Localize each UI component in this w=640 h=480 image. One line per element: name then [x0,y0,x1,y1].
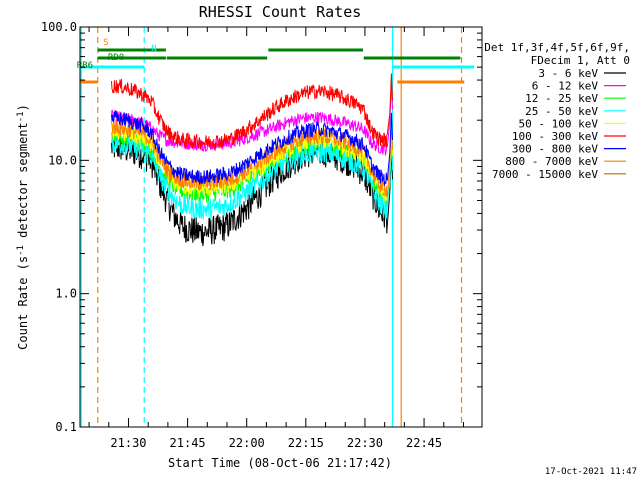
y-tick-label: 1.0 [55,287,77,301]
y-axis-label-main: Count Rate (s [16,256,30,350]
legend-entry-label: 7000 - 15000 keV [492,168,598,181]
x-axis: 21:30 21:45 22:00 22:15 22:30 22:45 [88,27,464,450]
legend-entry-label: 6 - 12 keV [532,80,599,93]
x-tick-label: 22:30 [347,436,383,450]
legend-entry-label: 3 - 6 keV [538,67,598,80]
legend-entry-label: 25 - 50 keV [525,105,598,118]
y-tick-label: 100.0 [41,20,77,34]
x-axis-label: Start Time (08-Oct-06 21:17:42) [168,456,392,470]
legend-header-line-1: Det 1f,3f,4f,5f,6f,9f, [484,41,630,54]
series-layer [111,73,393,247]
series-line [111,73,393,151]
series-line [111,135,393,220]
x-tick-label: 22:15 [288,436,324,450]
y-tick-label: 0.1 [55,420,77,434]
timestamp: 17-Oct-2021 11:47 [545,467,637,477]
y-axis: 0.1 1.0 10.0 100.0 [41,20,482,434]
annotation-label: S [103,38,108,48]
x-tick-label: 21:45 [170,436,206,450]
annotation-label: N [151,44,156,54]
x-tick-label: 22:00 [229,436,265,450]
attenuator-annotations: S N RD0 RB6 [77,38,475,84]
series-line [111,82,393,156]
y-tick-label: 10.0 [48,153,77,167]
legend-entry-label: 12 - 25 keV [525,92,598,105]
y-axis-label-mid: detector segment [16,122,30,245]
legend-header-line-2: FDecim 1, Att 0 [531,54,630,67]
y-axis-label-sup-2: -1 [16,111,26,122]
x-tick-label: 22:45 [406,436,442,450]
annotation-label: RB6 [77,61,93,71]
annotation-label: RD0 [108,53,124,63]
legend-entry-label: 50 - 100 keV [519,117,599,130]
y-axis-label-sup-1: -1 [16,245,26,256]
plot-frame [79,26,483,428]
chart-title: RHESSI Count Rates [199,3,362,21]
legend-entry-label: 100 - 300 keV [512,130,598,143]
series-line [111,122,393,202]
series-line [111,110,393,186]
legend: Det 1f,3f,4f,5f,6f,9f, FDecim 1, Att 0 3… [484,41,630,181]
y-axis-label-end: ) [16,104,30,111]
y-axis-label: Count Rate (s-1 detector segment-1) [16,104,30,350]
x-tick-label: 21:30 [110,436,146,450]
legend-entry-label: 300 - 800 keV [512,143,598,156]
legend-entry-label: 800 - 7000 keV [505,155,598,168]
